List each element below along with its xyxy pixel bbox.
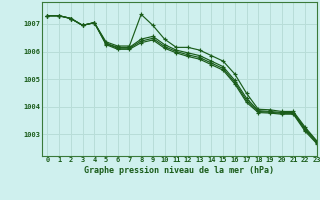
- X-axis label: Graphe pression niveau de la mer (hPa): Graphe pression niveau de la mer (hPa): [84, 166, 274, 175]
